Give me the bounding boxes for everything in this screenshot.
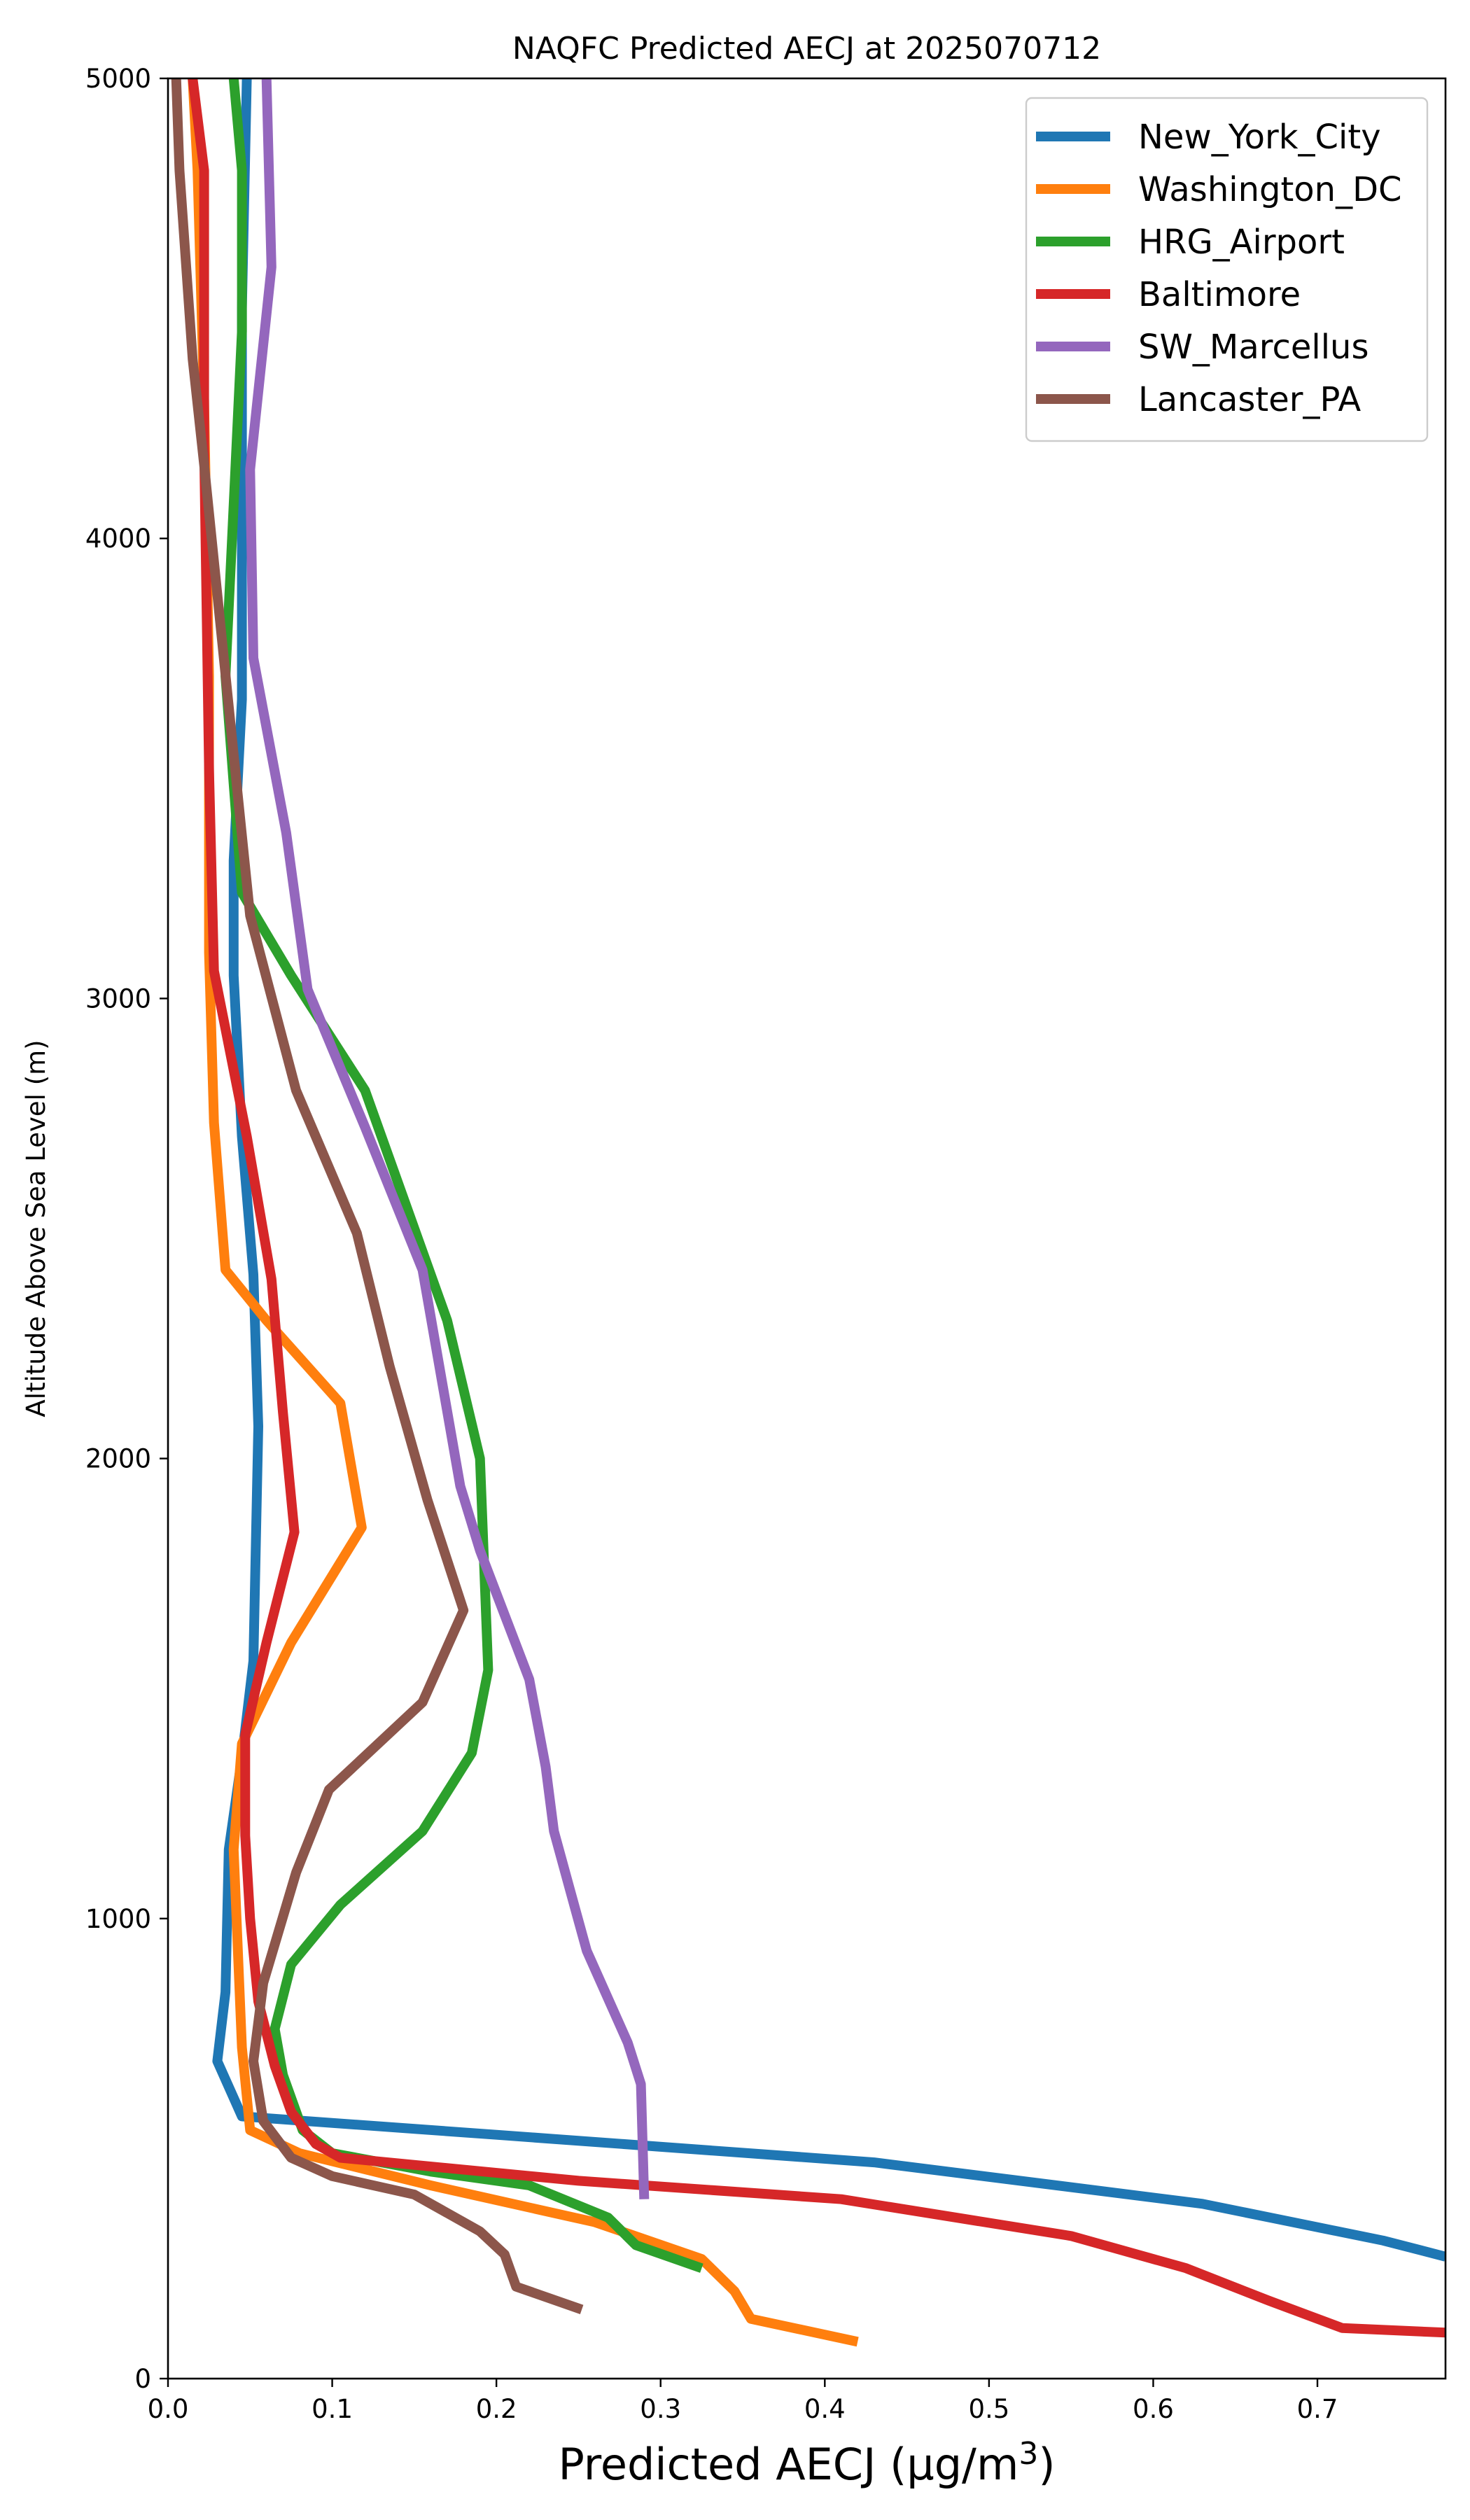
y-tick-label: 5000 bbox=[85, 64, 151, 94]
y-tick-label: 2000 bbox=[85, 1444, 151, 1474]
plot-frame bbox=[167, 77, 1447, 2380]
series-line-lancaster-pa bbox=[171, 78, 584, 2315]
y-tick-label: 3000 bbox=[85, 983, 151, 1014]
y-tick-label: 4000 bbox=[85, 524, 151, 554]
x-tick-label: 0.7 bbox=[1297, 2394, 1338, 2424]
legend-label: SW_Marcellus bbox=[1138, 328, 1368, 367]
x-tick-label: 0.1 bbox=[312, 2394, 353, 2424]
x-tick-label: 0.3 bbox=[640, 2394, 681, 2424]
y-tick-label: 0 bbox=[134, 2364, 151, 2394]
x-axis-label: Predicted AECJ (μg/m3) bbox=[558, 2436, 1055, 2490]
tick-layer: 0.0 0.1 0.2 0.3 0.4 0.5 0.6 0.7 0 1000 2000 3000 400… bbox=[85, 64, 1338, 2424]
x-tick-label: 0.5 bbox=[968, 2394, 1009, 2424]
legend-label: New_York_City bbox=[1138, 118, 1381, 157]
y-axis-label: Altitude Above Sea Level (m) bbox=[21, 1040, 51, 1417]
chart-title: NAQFC Predicted AECJ at 2025070712 bbox=[512, 31, 1101, 66]
legend-label: Baltimore bbox=[1138, 275, 1301, 314]
x-tick-label: 0.2 bbox=[476, 2394, 517, 2424]
x-tick-label: 0.4 bbox=[804, 2394, 846, 2424]
legend: New_York_City Washington_DC HRG_Airport Bal… bbox=[1025, 97, 1429, 442]
legend-label: HRG_Airport bbox=[1138, 223, 1345, 262]
series-line-baltimore bbox=[188, 78, 1446, 2338]
legend-label: Washington_DC bbox=[1138, 170, 1402, 209]
series-line-sw-marcellus bbox=[245, 78, 650, 2199]
y-tick-label: 1000 bbox=[85, 1904, 151, 1934]
legend-box bbox=[1025, 97, 1429, 442]
series-layer bbox=[171, 78, 1446, 2347]
legend-label: Lancaster_PA bbox=[1138, 380, 1361, 419]
x-tick-label: 0.6 bbox=[1133, 2394, 1174, 2424]
x-tick-label: 0.0 bbox=[148, 2394, 189, 2424]
